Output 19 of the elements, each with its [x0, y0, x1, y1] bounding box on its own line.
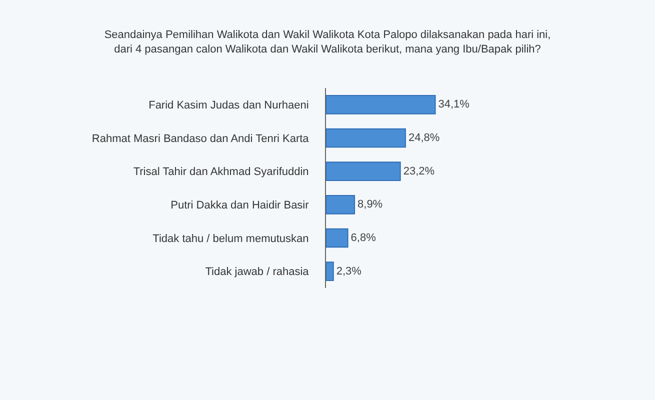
data-label: 8,9%	[358, 198, 383, 211]
y-tick-label: Farid Kasim Judas dan Nurhaeni	[148, 100, 309, 112]
bar	[326, 228, 348, 248]
bar	[326, 262, 334, 281]
bar	[326, 95, 436, 114]
chart-title: Seandainya Pemilihan Walikota dan Wakil Walikota Kota Palopo dilaksanakan pada hari ini, dari 4 pasangan calon Walikota dan Wakil Walikota berikut, mana yang Ibu/Bapak pilih?	[104, 29, 551, 56]
data-label: 2,3%	[336, 265, 362, 278]
data-label: 34,1%	[438, 98, 470, 111]
data-label: 6,8%	[350, 232, 376, 244]
y-tick-label: Trisal Tahir dan Akhmad Syarifuddin	[133, 166, 309, 178]
bar	[326, 162, 401, 181]
data-label: 24,8%	[408, 132, 440, 144]
bar	[326, 195, 356, 214]
data-label: 23,2%	[403, 165, 435, 178]
y-tick-label: Rahmat Masri Bandaso dan Andi Tenri Karta	[92, 132, 310, 145]
y-tick-label: Tidak tahu / belum memutuskan	[152, 232, 309, 245]
bar	[326, 128, 406, 148]
y-tick-label: Putri Dakka dan Haidir Basir	[170, 200, 310, 212]
y-tick-label: Tidak jawab / rahasia	[205, 266, 310, 278]
